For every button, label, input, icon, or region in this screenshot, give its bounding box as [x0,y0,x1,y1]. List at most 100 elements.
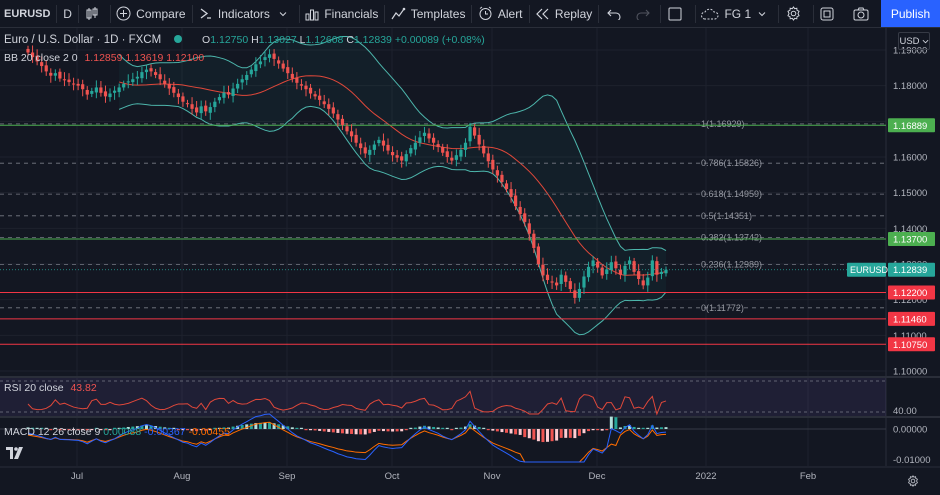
price-axis-label: 1.15000 [893,188,927,199]
macd-histogram-bar [478,427,481,429]
templates-icon [391,7,406,21]
candle-body [236,84,239,89]
financials-button[interactable]: Financials [299,0,384,27]
candle-body [355,135,358,143]
square-icon [668,7,682,21]
macd-histogram-bar [396,429,399,431]
chart-type-button[interactable] [79,0,110,27]
candle-body [496,170,499,175]
close-value: 1.12839 [354,34,392,46]
price-axis-label: 1.16000 [893,153,927,164]
candle-body [300,84,303,85]
candle-body [86,90,89,95]
candle-body [655,261,658,275]
macd-histogram-bar [596,429,599,430]
macd-histogram-bar [355,429,358,434]
price-legend: Euro / U.S. Dollar · 1D · FXCM O1.12750 … [4,34,485,46]
candle-body [473,127,476,135]
redo-button[interactable] [631,0,660,27]
candle-body [345,126,348,131]
price-tag-label: 1.10750 [893,340,927,351]
candle-body [63,79,66,80]
candle-body [350,131,353,136]
chart-area[interactable]: 1(1.16929)0.786(1.15826)0.618(1.14959)0.… [0,28,940,490]
candle-body [295,78,298,83]
chevron-down-icon [922,38,929,45]
top-toolbar: EURUSD D Compare Indicators Financials T… [0,0,940,28]
candle-body [122,84,125,88]
macd-histogram-bar [633,427,636,429]
candle-body [118,87,121,92]
chart-canvas[interactable]: 1(1.16929)0.786(1.15826)0.618(1.14959)0.… [0,28,940,490]
layout-button[interactable]: FG 1 [695,0,778,27]
candle-body [555,283,558,286]
candle-body [145,70,148,72]
macd-line-value: -0.00367 [144,426,185,438]
candle-body [272,54,275,59]
tradingview-logo-icon [6,447,26,459]
time-axis-label: Feb [800,471,816,482]
fib-level-label: 0(1.11772) [701,303,744,313]
undo-button[interactable] [599,0,631,27]
price-axis-label: 1.18000 [893,81,927,92]
candle-body [309,88,312,94]
candle-body [546,275,549,280]
macd-histogram-bar [291,427,294,429]
candle-body [104,91,107,96]
rsi-value: 43.82 [70,382,96,394]
h-label: H [251,34,259,46]
alert-button[interactable]: Alert [472,0,529,27]
chevron-down-icon [278,9,288,19]
layout-label: FG 1 [724,7,751,21]
macd-histogram-bar [619,427,622,429]
symbol-search-button[interactable]: EURUSD [0,0,56,27]
macd-legend[interactable]: MACD 12 26 close 9 0.00088 -0.00367 -0.0… [4,426,230,438]
settings-button[interactable] [779,0,813,27]
macd-histogram-bar [373,429,376,432]
price-axis-label: 1.10000 [893,367,927,378]
macd-histogram-bar [500,429,503,432]
candle-body [218,97,221,100]
candle-body [610,262,613,270]
candle-body [391,152,394,155]
fullscreen-button[interactable] [660,0,695,27]
candle-body [318,96,321,100]
templates-button[interactable]: Templates [385,0,472,27]
macd-histogram-bar [377,429,380,431]
candle-body [154,72,157,75]
publish-label: Publish [891,7,930,21]
bb-legend[interactable]: BB 20 close 2 0 1.12859 1.13619 1.12100 [4,52,204,64]
candle-body [58,72,61,79]
macd-histogram-bar [459,428,462,429]
function-icon [198,6,213,21]
tradingview-logo[interactable] [6,446,26,460]
candle-body [664,270,667,274]
c-label: C [346,34,354,46]
candle-body [186,103,189,104]
publish-button[interactable]: Publish [881,0,940,27]
open-value: 1.12750 [210,34,248,46]
replay-button[interactable]: Replay [529,0,598,27]
macd-histogram-bar [346,429,349,434]
rsi-legend[interactable]: RSI 20 close 43.82 [4,382,97,394]
fullscreen-toggle-button[interactable] [813,0,846,27]
macd-histogram-bar [582,429,585,433]
candle-body [628,260,631,264]
candle-body [259,61,262,64]
snapshot-button[interactable] [846,0,881,27]
candle-body [277,60,280,63]
candle-body [601,268,604,276]
compare-button[interactable]: Compare [110,0,191,27]
time-axis-label: Aug [174,471,191,482]
candle-body [172,87,175,93]
interval-button[interactable]: D [57,0,79,27]
macd-histogram-bar [569,429,572,438]
macd-histogram-bar [400,429,403,431]
candle-body [482,146,485,153]
indicators-button[interactable]: Indicators [192,0,299,27]
candle-body [637,271,640,279]
time-axis-label: 2022 [695,471,716,482]
time-axis-settings-button[interactable] [907,474,921,488]
compare-label: Compare [136,7,185,21]
currency-button[interactable]: USD [898,32,930,50]
